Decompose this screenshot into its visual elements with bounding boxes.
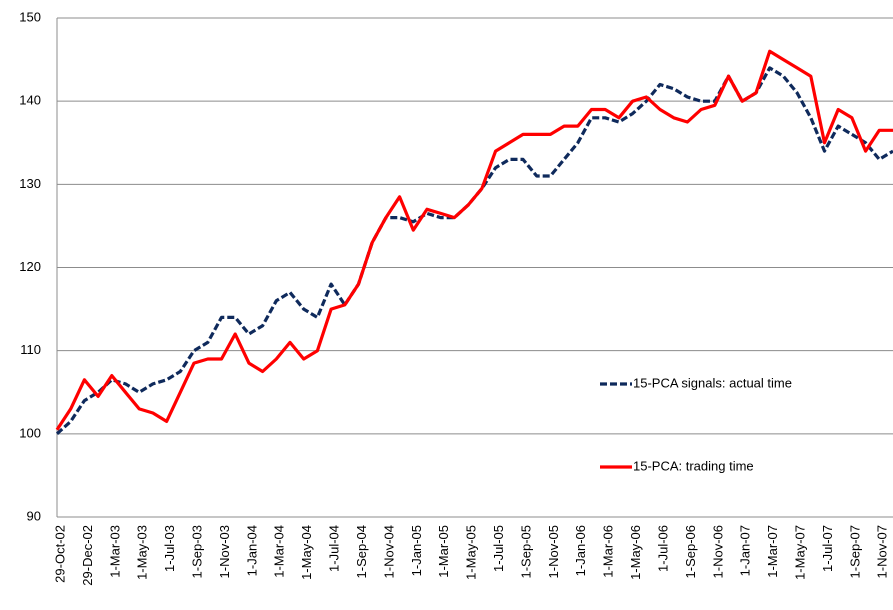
- x-tick-label: 1-Jul-04: [327, 525, 342, 572]
- x-tick-label: 1-Nov-07: [875, 525, 890, 578]
- x-tick-label: 1-Jul-06: [655, 525, 670, 572]
- legend-label: 15-PCA signals: actual time: [633, 375, 792, 390]
- x-tick-label: 1-May-05: [464, 525, 479, 580]
- x-tick-label: 1-May-06: [628, 525, 643, 580]
- x-tick-label: 1-May-03: [135, 525, 150, 580]
- x-tick-label: 1-Nov-03: [217, 525, 232, 578]
- x-tick-label: 1-Sep-05: [518, 525, 533, 578]
- x-tick-label: 1-Mar-04: [272, 525, 287, 578]
- x-tick-label: 29-Dec-02: [80, 525, 95, 586]
- x-tick-label: 1-Sep-04: [354, 525, 369, 578]
- x-tick-label: 1-Jul-05: [491, 525, 506, 572]
- x-tick-label: 1-Sep-07: [847, 525, 862, 578]
- legend-label: 15-PCA: trading time: [633, 458, 754, 473]
- x-tick-label: 1-Nov-04: [381, 525, 396, 578]
- x-tick-label: 1-Jul-07: [820, 525, 835, 572]
- x-tick-label: 1-Jan-06: [573, 525, 588, 576]
- y-tick-label: 100: [19, 425, 41, 440]
- y-tick-label: 110: [20, 342, 41, 357]
- series-line: [55, 49, 893, 431]
- y-tick-label: 90: [27, 508, 41, 523]
- x-tick-label: 1-Jan-07: [738, 525, 753, 576]
- x-tick-label: 29-Oct-02: [52, 525, 67, 583]
- x-tick-label: 1-Nov-05: [546, 525, 561, 578]
- x-tick-label: 1-May-07: [793, 525, 808, 580]
- x-tick-label: 1-May-04: [299, 525, 314, 580]
- y-tick-label: 130: [19, 176, 41, 191]
- y-tick-label: 150: [19, 9, 41, 24]
- y-tick-label: 120: [19, 259, 41, 274]
- y-tick-label: 140: [19, 93, 41, 108]
- x-tick-label: 1-Sep-06: [683, 525, 698, 578]
- x-tick-label: 1-Nov-06: [710, 525, 725, 578]
- x-tick-label: 1-Mar-07: [765, 525, 780, 578]
- x-tick-label: 1-Sep-03: [189, 525, 204, 578]
- x-tick-label: 1-Mar-06: [601, 525, 616, 578]
- x-tick-label: 1-Jul-03: [162, 525, 177, 572]
- x-tick-label: 1-Jan-04: [244, 525, 259, 576]
- x-tick-label: 1-Jan-05: [409, 525, 424, 576]
- x-tick-label: 1-Mar-05: [436, 525, 451, 578]
- x-tick-label: 1-Mar-03: [107, 525, 122, 578]
